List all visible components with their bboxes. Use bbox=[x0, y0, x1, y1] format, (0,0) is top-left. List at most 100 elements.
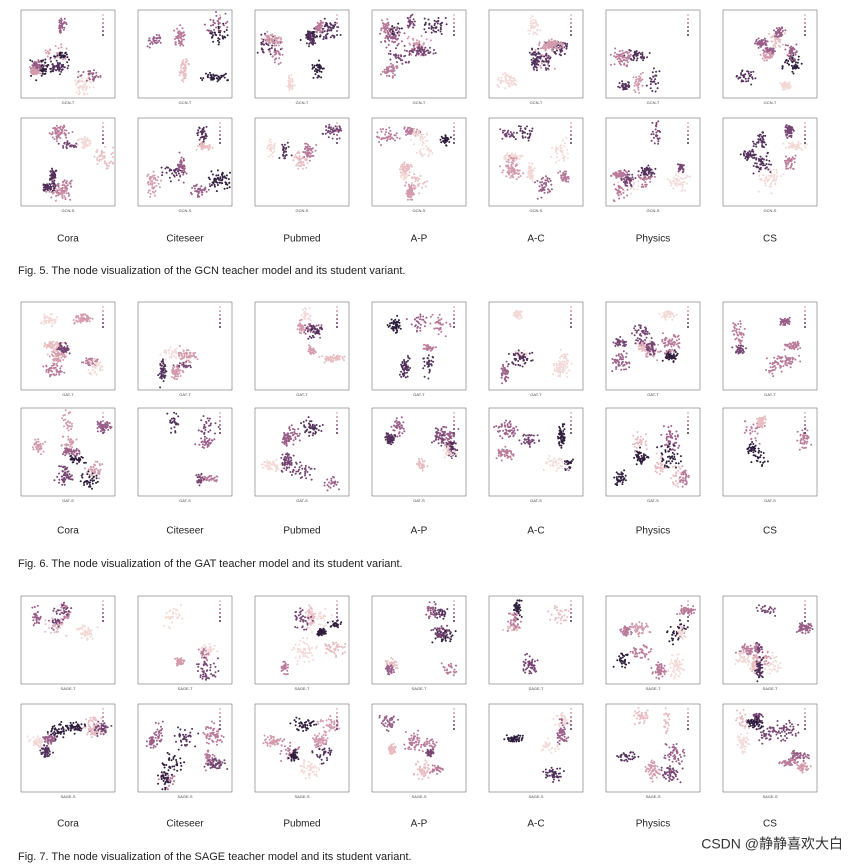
node-dot bbox=[210, 78, 213, 81]
node-dot bbox=[399, 174, 402, 177]
node-dot bbox=[312, 38, 314, 41]
node-dot bbox=[179, 169, 182, 172]
node-dot bbox=[326, 25, 329, 28]
node-dot bbox=[393, 134, 396, 137]
node-dot bbox=[531, 162, 534, 165]
node-dot bbox=[316, 71, 319, 74]
node-dot bbox=[383, 27, 386, 30]
node-dot bbox=[752, 165, 755, 167]
node-dot bbox=[785, 83, 788, 85]
node-dot bbox=[223, 30, 226, 33]
node-dot bbox=[207, 188, 210, 191]
node-dot bbox=[498, 165, 501, 168]
axis-label: GCN-T bbox=[413, 100, 426, 105]
legend-dot bbox=[804, 126, 806, 128]
node-dot bbox=[789, 85, 792, 87]
node-dot bbox=[275, 57, 278, 60]
node-dot bbox=[281, 143, 284, 146]
node-dot bbox=[415, 151, 418, 154]
node-dot bbox=[633, 89, 636, 92]
node-dot bbox=[157, 182, 160, 185]
node-dot bbox=[754, 162, 757, 165]
node-dot bbox=[88, 73, 91, 76]
scatter-panel: GCN-S bbox=[371, 117, 467, 213]
node-dot bbox=[40, 59, 43, 62]
node-dot bbox=[532, 66, 535, 69]
node-dot bbox=[195, 190, 198, 193]
node-dot bbox=[146, 45, 149, 48]
node-dot bbox=[528, 129, 531, 132]
node-dot bbox=[542, 60, 545, 63]
node-dot bbox=[538, 44, 541, 47]
node-dot bbox=[168, 176, 171, 179]
node-dot bbox=[411, 177, 414, 180]
node-dot bbox=[224, 72, 227, 75]
node-dot bbox=[385, 34, 388, 37]
node-dot bbox=[508, 85, 511, 88]
node-dot bbox=[618, 53, 621, 56]
node-dot bbox=[433, 49, 435, 51]
node-dot bbox=[55, 190, 57, 192]
node-dot bbox=[777, 40, 780, 43]
node-dot bbox=[764, 54, 767, 57]
node-dot bbox=[95, 74, 98, 77]
node-dot bbox=[791, 56, 794, 59]
node-dot bbox=[526, 175, 529, 178]
node-dot bbox=[219, 77, 222, 80]
node-dot bbox=[641, 71, 644, 74]
node-dot bbox=[210, 36, 213, 39]
node-dot bbox=[86, 320, 89, 323]
node-dot bbox=[442, 137, 445, 140]
node-dot bbox=[42, 59, 45, 62]
node-dot bbox=[624, 174, 627, 177]
node-dot bbox=[653, 142, 656, 145]
node-dot bbox=[277, 44, 280, 47]
node-dot bbox=[535, 57, 538, 60]
node-dot bbox=[403, 169, 406, 172]
node-dot bbox=[152, 174, 155, 177]
node-dot bbox=[296, 152, 299, 155]
node-dot bbox=[794, 148, 797, 150]
node-dot bbox=[637, 184, 640, 187]
node-dot bbox=[791, 61, 794, 64]
node-dot bbox=[755, 40, 758, 43]
node-dot bbox=[423, 153, 426, 156]
node-dot bbox=[529, 19, 532, 22]
dataset-label: Citeseer bbox=[166, 234, 204, 245]
node-dot bbox=[791, 67, 794, 70]
node-dot bbox=[678, 167, 680, 170]
plot-frame bbox=[254, 9, 350, 99]
node-dot bbox=[426, 49, 429, 52]
node-dot bbox=[408, 132, 411, 135]
node-dot bbox=[316, 35, 318, 38]
node-dot bbox=[776, 29, 779, 32]
node-dot bbox=[401, 163, 404, 166]
node-dot bbox=[184, 61, 187, 64]
node-dot bbox=[322, 67, 325, 70]
node-dot bbox=[657, 140, 660, 143]
node-dot bbox=[62, 58, 64, 61]
node-dot bbox=[334, 21, 337, 24]
node-dot bbox=[266, 147, 269, 150]
node-dot bbox=[52, 127, 55, 130]
node-dot bbox=[67, 192, 70, 195]
node-dot bbox=[110, 153, 113, 156]
node-dot bbox=[339, 34, 342, 36]
node-dot bbox=[792, 157, 795, 160]
node-dot bbox=[196, 195, 199, 198]
node-dot bbox=[224, 22, 227, 25]
node-dot bbox=[527, 139, 530, 142]
node-dot bbox=[518, 158, 521, 161]
node-dot bbox=[37, 61, 40, 63]
legend-dot bbox=[453, 130, 455, 132]
node-dot bbox=[552, 40, 555, 43]
node-dot bbox=[320, 24, 322, 27]
node-dot bbox=[299, 161, 302, 164]
legend-dot bbox=[102, 18, 104, 20]
legend-dot bbox=[453, 26, 455, 28]
node-dot bbox=[386, 18, 389, 21]
node-dot bbox=[304, 158, 307, 161]
node-dot bbox=[319, 31, 322, 34]
node-dot bbox=[424, 31, 427, 34]
